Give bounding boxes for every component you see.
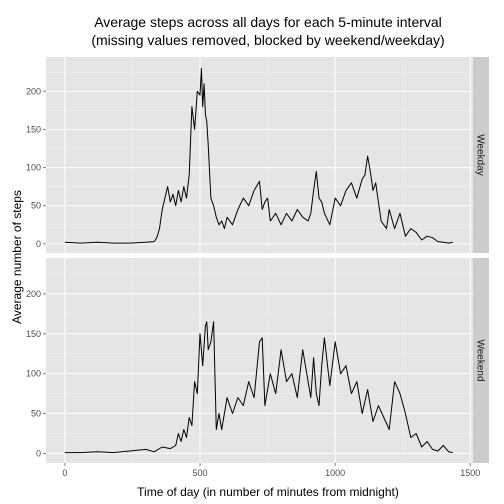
facet-strip — [473, 258, 489, 463]
x-tick-label: 500 — [193, 468, 208, 478]
y-tick-label: 150 — [26, 124, 41, 134]
x-tick-label: 1500 — [460, 468, 480, 478]
y-tick-label: 100 — [26, 163, 41, 173]
chart-title-line2: (missing values removed, blocked by week… — [91, 32, 444, 48]
series-line-weekday — [64, 67, 453, 244]
series-line-weekend — [64, 321, 453, 454]
y-tick-label: 150 — [26, 329, 41, 339]
x-axis-ticks: 0 500 1000 1500 — [62, 463, 480, 478]
panel-weekend: 0 50 100 150 200 Weekend — [26, 258, 489, 463]
x-tick-label: 0 — [62, 468, 67, 478]
y-tick-label: 50 — [31, 201, 41, 211]
y-axis-title: Average number of steps — [10, 190, 24, 324]
facet-strip-label: Weekend — [475, 339, 486, 381]
x-tick-label: 1000 — [325, 468, 345, 478]
y-tick-label: 0 — [36, 239, 41, 249]
y-tick-label: 0 — [36, 448, 41, 458]
facet-strip — [473, 57, 489, 253]
panel-background — [46, 258, 473, 463]
facet-strip-label: Weekday — [475, 134, 486, 176]
y-tick-label: 200 — [26, 289, 41, 299]
panel-weekday: 0 50 100 150 200 Weekday — [26, 57, 489, 253]
y-tick-label: 100 — [26, 369, 41, 379]
chart-title-line1: Average steps across all days for each 5… — [94, 14, 442, 30]
panels-group: 0 50 100 150 200 Weekday 0 50 100 150 200 Weekend — [26, 57, 489, 463]
x-axis-title: Time of day (in number of minutes from m… — [137, 485, 399, 499]
y-tick-label: 200 — [26, 86, 41, 96]
panel-background — [46, 57, 473, 253]
y-tick-label: 50 — [31, 409, 41, 419]
